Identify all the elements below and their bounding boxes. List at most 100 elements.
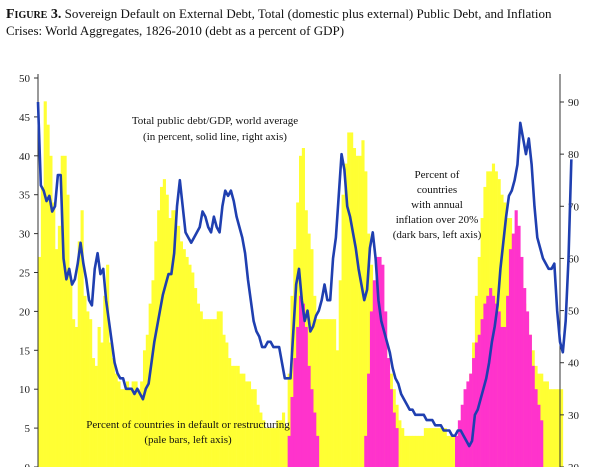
default-bar <box>307 233 311 467</box>
default-bar <box>247 381 252 467</box>
left-tick-label: 15 <box>19 345 31 357</box>
default-bar <box>131 381 135 467</box>
default-bar <box>123 389 127 467</box>
default-bar <box>420 435 425 467</box>
default-bar <box>211 319 215 467</box>
default-bar <box>46 124 50 467</box>
default-bar <box>174 210 178 467</box>
inflation-bar <box>455 435 459 467</box>
default-bar <box>276 420 280 467</box>
default-bar <box>60 155 64 467</box>
inflation-bar <box>494 303 498 467</box>
inflation-bar <box>310 389 314 467</box>
default-bar <box>91 358 96 467</box>
default-bar <box>401 428 405 467</box>
default-bar <box>137 389 141 467</box>
default-bar <box>216 311 220 467</box>
default-bar <box>225 342 229 467</box>
default-bar <box>196 303 201 467</box>
default-bar <box>83 295 87 467</box>
default-bar <box>177 225 181 467</box>
default-bar <box>270 428 274 467</box>
default-bar <box>403 435 408 467</box>
figure-label: Figure 3. <box>6 7 62 22</box>
axes-layer: 0 5 10 15 20 25 30 35 40 45 50 20 30 40 50 60 70 80 90 <box>19 73 580 467</box>
default-bar <box>557 389 561 467</box>
default-bar <box>55 249 59 467</box>
right-tick-label: 40 <box>568 358 580 370</box>
default-bar <box>120 389 124 467</box>
inflation-bar <box>293 358 297 467</box>
default-bar <box>213 319 218 467</box>
debt-annotation: (in percent, solid line, right axis) <box>143 131 287 143</box>
default-bar <box>310 249 314 467</box>
default-bar <box>191 272 195 467</box>
inflation-bar <box>392 412 396 467</box>
default-bar <box>179 241 183 467</box>
default-bar <box>253 389 257 467</box>
default-bar <box>259 412 263 467</box>
default-bar <box>72 319 76 467</box>
default-bar <box>443 428 447 467</box>
default-bar <box>560 389 564 467</box>
default-bar <box>157 210 161 467</box>
inflation-bar <box>474 342 479 467</box>
inflation-bar <box>514 210 518 467</box>
right-tick-label: 50 <box>568 306 580 318</box>
inflation-bar <box>528 334 532 467</box>
default-bar <box>103 295 107 467</box>
inflation-bar <box>497 311 501 467</box>
inflation-bar <box>508 249 513 467</box>
default-bar <box>313 295 317 467</box>
default-bar <box>194 288 198 467</box>
default-bar <box>117 381 121 467</box>
default-bar <box>432 428 436 467</box>
inflation-bar <box>381 264 385 467</box>
default-bar <box>364 171 368 467</box>
inflation-bar <box>466 381 470 467</box>
inflation-bar <box>299 295 303 467</box>
debt-line <box>36 101 573 448</box>
default-bar <box>256 404 260 467</box>
default-bar <box>142 350 147 467</box>
default-bar <box>57 225 61 467</box>
default-bar <box>548 389 552 467</box>
right-tick-label: 70 <box>568 201 580 213</box>
default-bar <box>262 420 266 467</box>
default-bar <box>279 420 283 467</box>
left-tick-label: 25 <box>19 268 31 280</box>
default-bar <box>228 358 232 467</box>
default-bar <box>125 381 130 467</box>
debt-line-layer <box>36 101 573 448</box>
default-bar <box>352 148 357 467</box>
default-bar <box>264 428 269 467</box>
default-bar <box>418 435 422 467</box>
inflation-bar <box>307 365 311 467</box>
inflation-bar <box>395 428 399 467</box>
default-bar <box>440 428 444 467</box>
default-bar <box>318 319 322 467</box>
default-bar <box>409 435 413 467</box>
inflation-annotation: with annual <box>411 199 463 211</box>
inflation-bar <box>534 389 538 467</box>
default-bar <box>202 319 206 467</box>
inflation-bar <box>500 326 504 467</box>
default-bar <box>111 358 115 467</box>
inflation-bar <box>489 288 493 467</box>
default-bar <box>199 311 203 467</box>
default-bar <box>398 420 402 467</box>
default-bar <box>74 326 79 467</box>
left-tick-label: 10 <box>19 384 31 396</box>
inflation-bar <box>491 295 496 467</box>
inflation-bar <box>469 373 473 467</box>
default-bar <box>134 381 138 467</box>
figure-title-text: Sovereign Default on External Debt, Tota… <box>6 6 552 38</box>
default-bar <box>412 435 416 467</box>
default-bar <box>165 194 169 467</box>
default-bar <box>230 365 235 467</box>
inflation-bar <box>503 326 507 467</box>
inflation-bar <box>378 256 382 467</box>
default-annotation: (pale bars, left axis) <box>144 434 232 446</box>
default-bar <box>43 101 47 467</box>
